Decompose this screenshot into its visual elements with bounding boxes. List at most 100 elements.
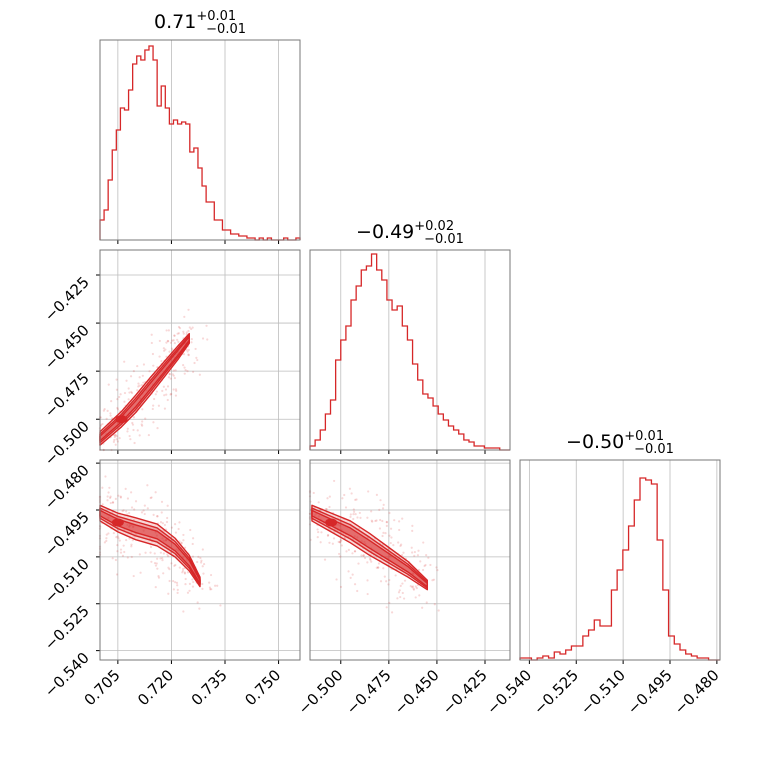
sample-2-247 (320, 531, 323, 534)
sample-0-19 (127, 398, 130, 401)
sample-0-44 (188, 326, 191, 329)
sample-2-118 (378, 508, 381, 511)
sample-0-30 (165, 329, 168, 332)
sample-2-241 (388, 601, 391, 604)
sample-1-11 (116, 550, 119, 553)
sample-1-102 (134, 500, 138, 503)
sample-1-258 (142, 529, 145, 532)
sample-1-80 (124, 487, 127, 490)
sample-2-108 (326, 534, 330, 537)
sample-1-38 (216, 584, 219, 587)
sample-0-41 (187, 329, 190, 333)
sample-0-248 (136, 364, 139, 368)
sample-2-163 (382, 567, 385, 570)
sample-0-216 (190, 341, 193, 344)
sample-2-57 (349, 513, 352, 516)
sample-0-132 (185, 331, 188, 334)
sample-1-247 (139, 571, 142, 574)
sample-2-52 (341, 497, 344, 500)
sample-2-141 (423, 564, 426, 568)
sample-1-259 (146, 507, 149, 510)
sample-0-34 (156, 427, 159, 430)
sample-1-186 (143, 512, 146, 516)
sample-0-126 (129, 438, 132, 441)
sample-2-112 (400, 554, 404, 557)
sample-1-109 (138, 553, 141, 556)
sample-2-54 (385, 524, 388, 527)
sample-1-34 (132, 574, 135, 578)
x-tick-label-2-3: −0.495 (624, 666, 676, 718)
sample-1-251 (155, 534, 159, 537)
sample-1-218 (156, 557, 159, 560)
sample-0-65 (152, 364, 155, 367)
sample-2-67 (371, 520, 374, 523)
sample-0-22 (107, 383, 110, 386)
sample-2-106 (417, 568, 421, 572)
histogram-2 (519, 477, 720, 661)
sample-2-42 (401, 582, 404, 585)
sample-2-39 (414, 596, 417, 599)
sample-2-124 (331, 542, 334, 545)
sample-1-181 (174, 531, 178, 534)
sample-1-208 (115, 573, 119, 576)
sample-2-17 (370, 560, 373, 563)
sample-0-195 (142, 363, 146, 366)
sample-1-59 (105, 533, 108, 536)
sample-0-245 (113, 438, 116, 442)
sample-2-201 (328, 541, 331, 544)
sample-1-47 (105, 537, 108, 540)
sample-1-96 (142, 509, 145, 512)
sample-2-217 (351, 552, 354, 555)
sample-1-33 (126, 556, 129, 559)
title-param-0: 0.71+0.01 −0.01 (154, 9, 246, 37)
sample-0-75 (99, 423, 103, 426)
sample-0-158 (177, 340, 180, 343)
sample-2-22 (374, 519, 377, 523)
sample-2-210 (339, 540, 342, 544)
sample-2-104 (347, 570, 350, 573)
y-tick-label-2-3: −0.525 (41, 602, 93, 654)
sample-2-216 (324, 507, 328, 511)
sample-0-115 (141, 420, 144, 423)
sample-2-223 (366, 592, 369, 596)
sample-0-125 (132, 416, 136, 419)
sample-2-117 (325, 507, 328, 511)
sample-2-34 (335, 578, 338, 581)
sample-2-167 (360, 554, 363, 557)
sample-2-14 (385, 520, 388, 524)
sample-2-227 (350, 492, 353, 495)
sample-1-46 (154, 531, 157, 534)
sample-2-62 (397, 591, 401, 594)
sample-2-70 (432, 578, 436, 581)
sample-2-98 (349, 515, 352, 518)
sample-0-149 (127, 387, 130, 390)
sample-2-94 (375, 493, 378, 496)
sample-2-44 (433, 603, 436, 606)
sample-2-81 (402, 597, 406, 600)
sample-2-171 (353, 550, 356, 553)
sample-1-146 (164, 539, 168, 542)
sample-2-136 (349, 576, 352, 579)
sample-2-132 (338, 524, 341, 527)
sample-2-53 (317, 501, 320, 504)
sample-1-75 (160, 511, 163, 514)
sample-0-116 (132, 428, 135, 432)
sample-2-193 (339, 555, 342, 558)
x-tick-label-0-1: 0.720 (134, 666, 177, 709)
sample-1-194 (192, 537, 195, 540)
sample-1-12 (132, 525, 135, 528)
sample-0-2 (129, 375, 133, 378)
sample-0-124 (176, 332, 179, 335)
sample-1-150 (200, 561, 203, 564)
sample-0-63 (140, 383, 143, 387)
sample-2-43 (418, 594, 421, 597)
sample-1-50 (167, 566, 170, 569)
sample-1-83 (156, 567, 159, 570)
sample-2-159 (381, 507, 385, 510)
sample-0-80 (196, 358, 199, 362)
sample-0-191 (128, 391, 131, 394)
sample-1-85 (183, 572, 187, 575)
sample-0-214 (110, 400, 113, 403)
sample-1-173 (130, 555, 133, 559)
sample-1-184 (181, 571, 184, 574)
